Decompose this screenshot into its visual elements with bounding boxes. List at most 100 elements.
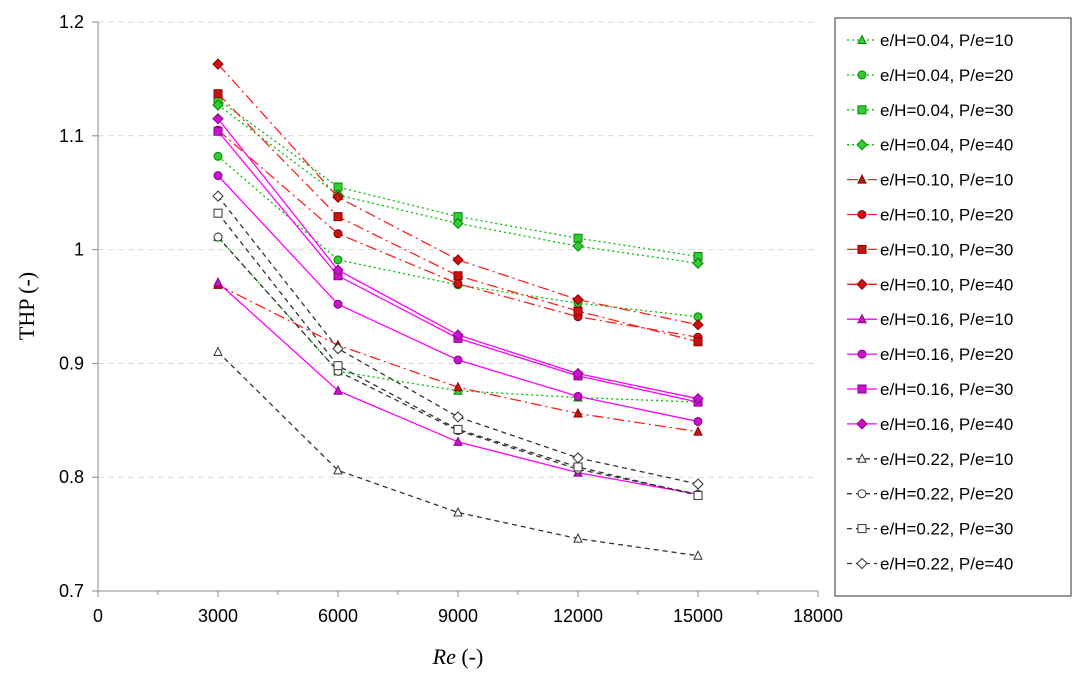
data-point xyxy=(693,416,703,426)
x-tick-label: 9000 xyxy=(438,606,478,626)
legend-label: e/H=0.22, P/e=30 xyxy=(880,520,1013,539)
data-point xyxy=(573,407,583,418)
data-point xyxy=(332,342,344,355)
x-axis-title: Re (-) xyxy=(432,644,484,669)
legend-item: e/H=0.22, P/e=30 xyxy=(847,520,1013,539)
legend-label: e/H=0.10, P/e=20 xyxy=(880,206,1013,225)
legend-marker xyxy=(857,173,867,184)
legend-label: e/H=0.04, P/e=10 xyxy=(880,31,1013,50)
axes xyxy=(97,22,818,592)
legend-label: e/H=0.04, P/e=40 xyxy=(880,136,1013,155)
y-tick-label: 0.7 xyxy=(59,581,84,601)
data-point xyxy=(213,276,223,287)
legend-marker xyxy=(857,453,867,463)
series-line xyxy=(217,93,699,343)
legend-marker xyxy=(857,105,867,115)
data-point xyxy=(213,126,223,136)
series-line xyxy=(217,98,699,258)
y-tick-label: 0.8 xyxy=(59,467,84,487)
legend-item: e/H=0.10, P/e=10 xyxy=(847,171,1013,190)
data-point xyxy=(333,255,343,265)
x-tick-label: 18000 xyxy=(793,606,843,626)
series-e/H=0.16, P/e=20 xyxy=(213,171,703,426)
series-line xyxy=(217,155,699,318)
legend-item: e/H=0.04, P/e=40 xyxy=(847,136,1013,155)
data-point xyxy=(573,533,583,543)
x-tick-label: 6000 xyxy=(318,606,358,626)
data-point xyxy=(212,99,224,111)
y-tick-labels: 0.7 0.8 0.9 1 1.1 1.2 xyxy=(59,12,98,601)
series-line xyxy=(217,212,699,497)
legend-label: e/H=0.10, P/e=10 xyxy=(880,171,1013,190)
data-point xyxy=(693,337,703,347)
legend-marker xyxy=(856,278,868,291)
legend-label: e/H=0.16, P/e=40 xyxy=(880,415,1013,434)
data-point xyxy=(212,190,224,202)
legend-marker xyxy=(857,70,867,80)
data-point xyxy=(693,490,703,500)
legend-label: e/H=0.22, P/e=20 xyxy=(880,485,1013,504)
legend-item: e/H=0.22, P/e=10 xyxy=(847,450,1013,469)
legend-marker xyxy=(857,34,867,44)
legend-item: e/H=0.04, P/e=10 xyxy=(847,31,1013,50)
legend-marker xyxy=(857,244,867,254)
data-point xyxy=(572,293,584,306)
legend-label: e/H=0.22, P/e=40 xyxy=(880,555,1013,574)
series-line xyxy=(217,351,699,557)
data-point xyxy=(453,381,463,392)
data-point xyxy=(212,113,224,125)
legend-label: e/H=0.10, P/e=40 xyxy=(880,275,1013,294)
data-point xyxy=(453,424,463,434)
legend-item: e/H=0.04, P/e=30 xyxy=(847,101,1013,120)
series-e/H=0.10, P/e=40 xyxy=(212,58,704,331)
data-point xyxy=(452,411,464,423)
series-e/H=0.10, P/e=20 xyxy=(213,125,703,342)
series-line xyxy=(217,104,699,264)
legend-item: e/H=0.10, P/e=20 xyxy=(847,206,1013,225)
data-point xyxy=(333,299,343,309)
legend-marker xyxy=(857,384,867,394)
series-line xyxy=(217,129,699,338)
series-line xyxy=(217,195,699,485)
legend-marker xyxy=(857,489,867,499)
legend-item: e/H=0.04, P/e=20 xyxy=(847,66,1013,85)
series-e/H=0.22, P/e=10 xyxy=(213,346,703,560)
data-point xyxy=(573,306,583,316)
data-point xyxy=(213,89,223,99)
legend-item: e/H=0.16, P/e=30 xyxy=(847,380,1013,399)
legend-item: e/H=0.10, P/e=30 xyxy=(847,240,1013,259)
data-point xyxy=(452,217,464,230)
legend-label: e/H=0.16, P/e=20 xyxy=(880,345,1013,364)
x-axis-title-variable: Re xyxy=(432,644,456,669)
data-point xyxy=(453,279,463,289)
legend-marker xyxy=(857,210,867,219)
series-e/H=0.04, P/e=40 xyxy=(212,99,704,269)
legend-box xyxy=(834,17,1072,597)
data-point xyxy=(692,478,704,490)
data-point xyxy=(453,271,463,281)
legend-label: e/H=0.04, P/e=20 xyxy=(880,66,1013,85)
data-point xyxy=(573,391,583,401)
legend-label: e/H=0.22, P/e=10 xyxy=(880,450,1013,469)
data-point xyxy=(452,254,464,266)
legend-item: e/H=0.22, P/e=20 xyxy=(847,485,1013,504)
series-e/H=0.04, P/e=20 xyxy=(213,151,703,322)
data-point xyxy=(332,264,344,276)
data-point xyxy=(692,257,704,269)
legend-label: e/H=0.04, P/e=30 xyxy=(880,101,1013,120)
legend-item: e/H=0.16, P/e=10 xyxy=(847,310,1013,329)
series-e/H=0.16, P/e=40 xyxy=(212,113,704,405)
data-point xyxy=(213,171,223,181)
legend-marker xyxy=(857,524,867,534)
data-point xyxy=(453,506,463,517)
data-point xyxy=(213,232,223,242)
data-point xyxy=(213,208,223,218)
data-point xyxy=(212,58,224,70)
x-tick-label: 15000 xyxy=(673,606,723,626)
data-point xyxy=(333,361,343,371)
data-point xyxy=(573,462,583,472)
data-point xyxy=(692,392,704,405)
legend-marker xyxy=(856,557,868,570)
series-e/H=0.04, P/e=30 xyxy=(213,94,703,261)
